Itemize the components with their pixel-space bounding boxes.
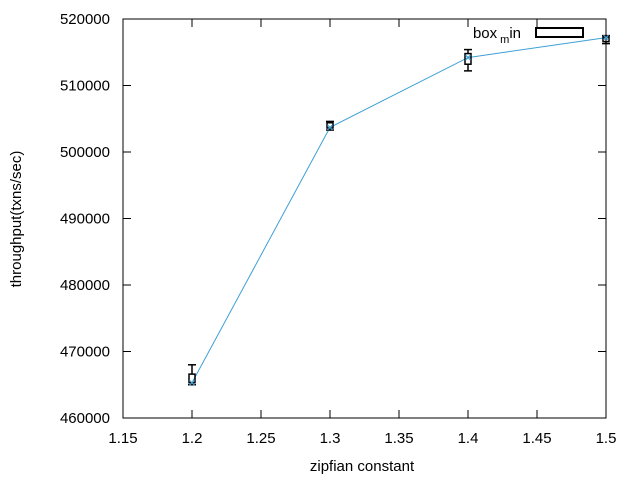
legend: box min (473, 25, 584, 46)
y-tick-label: 520000 (60, 11, 110, 28)
plot-frame (122, 18, 607, 419)
x-tick-label: 1.45 (522, 430, 551, 447)
x-tick-label: 1.35 (384, 430, 413, 447)
legend-label-sub: m (500, 34, 509, 46)
x-tick-label: 1.3 (320, 430, 341, 447)
box-whisker (326, 120, 334, 131)
legend-label-base: box (473, 25, 498, 42)
data-point (327, 124, 333, 131)
series-line (191, 37, 607, 383)
data-point (465, 54, 471, 61)
y-tick-label: 480000 (60, 277, 110, 294)
data-point (603, 34, 609, 41)
box-whisker (464, 48, 472, 72)
x-tick-label: 1.25 (246, 430, 275, 447)
y-tick-label: 470000 (60, 344, 110, 361)
series-line-group (191, 37, 607, 383)
x-axis-label: zipfian constant (310, 458, 415, 475)
legend-label-tail: in (509, 25, 521, 42)
legend-label: box min (473, 25, 521, 46)
legend-box-swatch (535, 27, 584, 38)
x-tick-labels: 1.15 1.2 1.25 1.3 1.35 1.4 1.45 1.5 (108, 430, 616, 447)
data-point-stroke (189, 379, 195, 386)
box-body (464, 52, 472, 65)
x-tick-label: 1.2 (182, 430, 203, 447)
point-mark-group (189, 34, 609, 386)
data-point-stroke (603, 34, 609, 41)
y-tick-labels: 460000 470000 480000 490000 500000 510000 5200… (60, 11, 110, 427)
data-point-stroke (327, 124, 333, 131)
y-tick-label: 500000 (60, 144, 110, 161)
x-tick-label: 1.15 (108, 430, 137, 447)
box-mark-group (188, 34, 610, 386)
axis-ticks (122, 18, 607, 419)
y-axis-label: throughput(txns/sec) (8, 151, 25, 288)
data-point-stroke (465, 54, 471, 61)
y-tick-label: 460000 (60, 410, 110, 427)
x-tick-label: 1.5 (596, 430, 617, 447)
y-tick-label: 510000 (60, 78, 110, 95)
x-tick-label: 1.4 (458, 430, 479, 447)
y-tick-label: 490000 (60, 211, 110, 228)
data-point (189, 379, 195, 386)
